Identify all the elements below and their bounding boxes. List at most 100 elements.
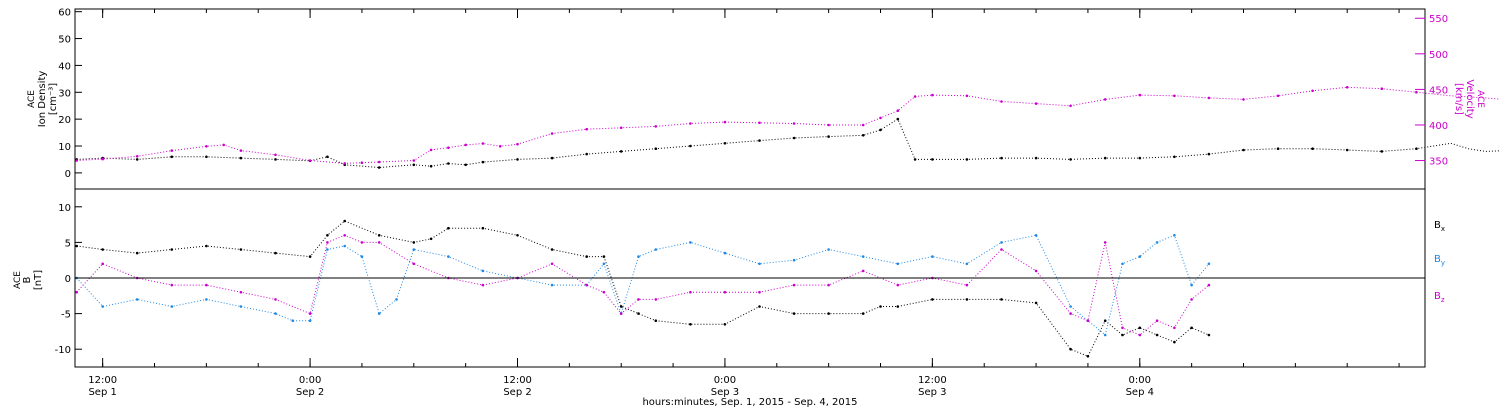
top-point <box>447 146 450 149</box>
top-point <box>931 158 934 161</box>
legend-by: By <box>1434 254 1445 267</box>
top-point <box>758 139 761 142</box>
field-point <box>1000 298 1003 301</box>
field-tick-label: 10 <box>58 203 71 214</box>
field-point <box>1034 234 1038 237</box>
density-axis-label: ACE Ion Density [cm⁻³] <box>27 71 59 128</box>
top-point <box>654 125 658 128</box>
time-tick-label: 12:00 <box>918 375 947 386</box>
top-point <box>827 123 830 127</box>
top-point <box>689 122 692 125</box>
x-axis-title: hours:minutes, Sep. 1, 2015 - Sep. 4, 20… <box>642 397 857 408</box>
field-point <box>239 305 243 308</box>
top-point <box>1380 87 1384 90</box>
top-point <box>360 161 364 164</box>
top-point <box>913 95 917 98</box>
svg-text:By: By <box>1434 254 1445 267</box>
top-point <box>308 159 312 162</box>
top-point <box>1103 98 1107 101</box>
top-point <box>377 166 381 169</box>
field-point <box>447 255 450 258</box>
velocity-label-line-3: [km/s] <box>1453 83 1464 115</box>
legend-by-sub: y <box>1441 259 1445 267</box>
velocity-tick-label: 550 <box>1429 14 1448 25</box>
time-tick-date: Sep 3 <box>918 387 946 398</box>
legend-by-main: B <box>1434 254 1441 265</box>
field-point <box>931 255 934 258</box>
top-point <box>101 157 104 161</box>
field-point <box>792 283 796 287</box>
top-point <box>723 120 727 124</box>
velocity-tick-label: 450 <box>1429 85 1448 96</box>
field-point <box>481 283 485 287</box>
velocity-tick-label: 500 <box>1429 50 1448 61</box>
top-panel-series <box>75 86 1500 169</box>
field-point <box>689 323 692 326</box>
field-point <box>205 283 208 287</box>
top-point <box>1138 156 1142 160</box>
field-point <box>291 319 295 323</box>
top-series-0 <box>75 117 1500 169</box>
top-point <box>1138 93 1142 97</box>
svg-text:Bx: Bx <box>1434 220 1445 233</box>
top-point <box>689 144 692 148</box>
field-point <box>602 290 606 294</box>
top-point <box>481 160 485 164</box>
top-point <box>377 160 381 164</box>
time-tick-label: 0:00 <box>1129 375 1151 386</box>
velocity-tick-label: 350 <box>1429 157 1448 168</box>
field-point <box>274 312 277 315</box>
time-tick-label: 0:00 <box>714 375 736 386</box>
top-point <box>1415 147 1418 150</box>
field-trace <box>76 234 1210 336</box>
top-point <box>1034 102 1038 105</box>
top-point <box>1173 155 1176 159</box>
top-point <box>1242 148 1245 152</box>
legend-bx-main: B <box>1434 220 1441 231</box>
top-point <box>550 156 554 160</box>
svg-text:Bz: Bz <box>1434 291 1445 304</box>
time-tick-label: 0:00 <box>299 375 321 386</box>
field-series-2 <box>75 234 1211 337</box>
field-point <box>1190 326 1193 330</box>
field-label-line-2: B <box>22 276 33 283</box>
top-point <box>1000 100 1003 103</box>
field-point <box>101 248 104 251</box>
top-point <box>481 142 485 145</box>
density-tick-label: 10 <box>58 142 71 153</box>
density-label-line-1: ACE <box>27 90 37 108</box>
field-point <box>1034 301 1038 305</box>
top-trace <box>76 86 1500 164</box>
field-point <box>896 305 900 308</box>
time-tick-date: Sep 2 <box>296 387 324 398</box>
time-tick-date: Sep 2 <box>503 387 531 398</box>
field-point <box>1207 333 1211 337</box>
bottom-panel-series <box>75 219 1211 358</box>
time-tick-label: 12:00 <box>88 375 117 386</box>
top-point <box>931 93 934 97</box>
field-series-1 <box>75 234 1211 337</box>
density-label-line-3: [cm⁻³] <box>48 83 59 115</box>
field-tick-label: 5 <box>65 238 71 249</box>
field-label-line-1: ACE <box>13 271 23 289</box>
top-point <box>170 155 174 159</box>
density-label-line-2: Ion Density <box>37 71 48 128</box>
top-point <box>1276 94 1280 98</box>
velocity-axis-label: ACE Velocity [km/s] <box>1453 79 1485 118</box>
field-tick-label: -5 <box>61 310 71 321</box>
field-point <box>1034 269 1038 273</box>
field-point <box>792 312 796 315</box>
top-panel-frame <box>74 8 1426 190</box>
top-point <box>879 128 882 132</box>
top-series-1 <box>75 86 1500 165</box>
time-tick-date: Sep 4 <box>1126 387 1154 398</box>
top-point <box>205 145 208 148</box>
top-point <box>861 134 865 137</box>
top-point <box>585 127 588 131</box>
top-point <box>464 143 468 147</box>
field-series-0 <box>75 219 1211 358</box>
top-point <box>1380 150 1384 153</box>
field-point <box>481 269 485 273</box>
velocity-label-line-2: Velocity <box>1464 79 1475 118</box>
time-tick-date: Sep 3 <box>711 387 739 398</box>
